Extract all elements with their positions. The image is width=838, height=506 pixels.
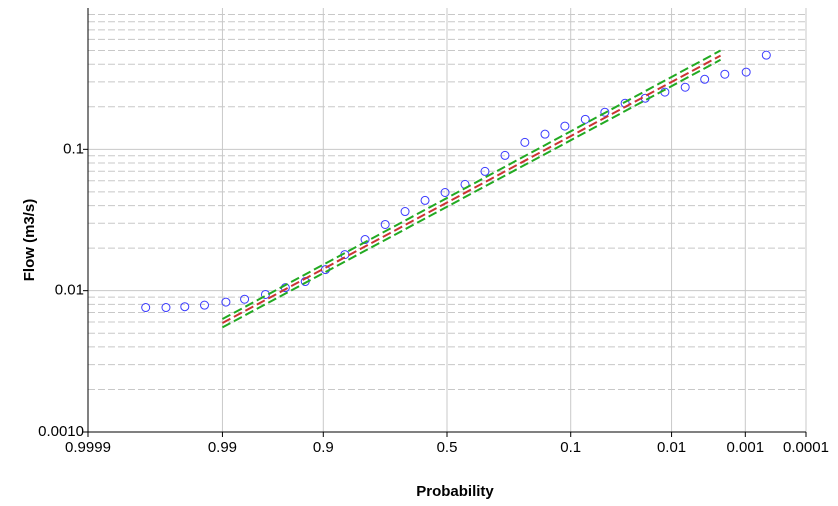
- x-tick-label: 0.9999: [65, 439, 111, 456]
- data-point: [360, 235, 370, 245]
- data-point: [600, 107, 610, 117]
- data-point: [540, 129, 550, 139]
- data-point: [380, 219, 390, 229]
- data-point: [440, 187, 450, 197]
- data-point: [680, 82, 690, 92]
- data-point: [720, 69, 730, 79]
- data-point: [200, 300, 210, 310]
- x-tick-label: 0.99: [208, 439, 237, 456]
- fit-line: [221, 58, 722, 329]
- data-point: [141, 303, 151, 313]
- data-point: [161, 303, 171, 313]
- data-point: [700, 74, 710, 84]
- y-tick-label: 0.1: [63, 140, 84, 157]
- data-point: [180, 302, 190, 312]
- data-point: [560, 121, 570, 131]
- x-tick-label: 0.01: [657, 439, 686, 456]
- x-axis-title: Probability: [416, 483, 494, 500]
- y-tick-label: 0.0010: [38, 423, 84, 440]
- y-axis-title: Flow (m3/s): [21, 199, 38, 282]
- data-point: [420, 195, 430, 205]
- fit-line: [221, 49, 722, 320]
- fit-line: [221, 54, 722, 324]
- x-tick-label: 0.9: [313, 439, 334, 456]
- data-point: [221, 297, 231, 307]
- data-point: [500, 150, 510, 160]
- data-point: [240, 294, 250, 304]
- data-point: [520, 137, 530, 147]
- data-point: [580, 114, 590, 124]
- data-point: [761, 50, 771, 60]
- x-tick-label: 0.001: [727, 439, 765, 456]
- data-point: [400, 207, 410, 217]
- x-tick-label: 0.1: [560, 439, 581, 456]
- x-tick-label: 0.0001: [783, 439, 829, 456]
- x-tick-label: 0.5: [437, 439, 458, 456]
- data-point: [480, 166, 490, 176]
- data-point: [741, 67, 751, 77]
- y-tick-label: 0.01: [55, 282, 84, 299]
